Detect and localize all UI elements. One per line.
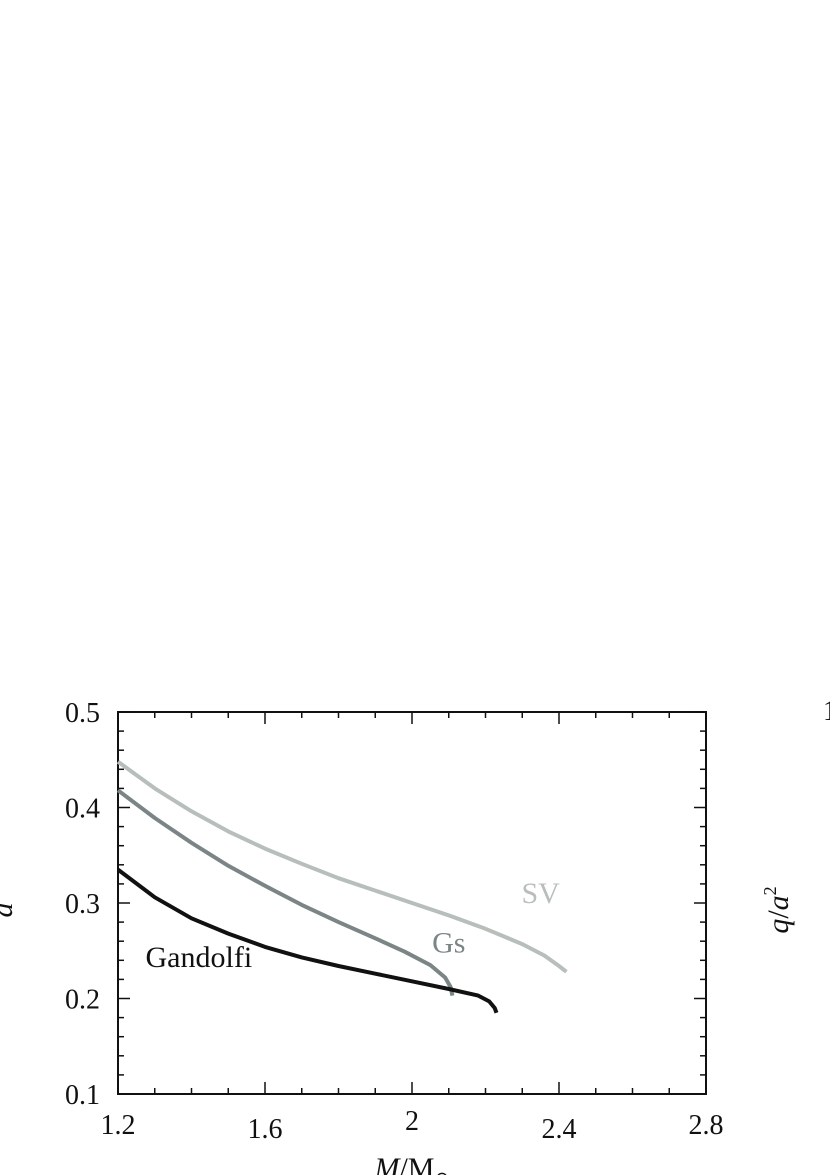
series-label-sv: SV <box>521 877 560 910</box>
y-tick-label: 0.4 <box>65 794 100 825</box>
axis-ticks <box>117 711 707 1095</box>
x-axis-label: M/M⊙ <box>373 1152 449 1175</box>
x-axis-label-sep: / <box>399 1152 408 1175</box>
series-label-gs: Gs <box>432 927 465 960</box>
right-panel-y-label-q: q <box>762 919 795 934</box>
y-tick-label: 0.2 <box>65 985 100 1016</box>
x-tick-label: 1.2 <box>101 1110 136 1141</box>
series-line-gs <box>116 788 455 997</box>
y-axis-label: a <box>0 903 19 918</box>
right-panel-tick-fragment: 1 <box>823 696 830 727</box>
right-panel-y-label-sep: / <box>762 910 795 919</box>
x-axis-label-sub: ⊙ <box>434 1168 449 1175</box>
series-label-gandolfi: Gandolfi <box>146 941 253 974</box>
x-tick-label: 1.6 <box>248 1114 283 1145</box>
labels: 1.2 1.6 2 2.4 2.8 0.1 0.2 0.3 0.4 0.5 SV Gs Gandolfi… <box>0 696 830 1175</box>
x-tick-label: 2.8 <box>689 1110 724 1141</box>
series-group <box>116 760 568 1014</box>
x-tick-label: 2 <box>405 1106 419 1137</box>
y-tick-label: 0.3 <box>65 889 100 920</box>
x-tick-label: 2.4 <box>542 1114 577 1145</box>
series-line-sv <box>116 760 568 974</box>
x-axis-label-unit: M <box>408 1152 435 1175</box>
right-panel-y-label-exp: 2 <box>760 886 780 895</box>
right-panel-y-label: q/a2 <box>760 886 795 933</box>
y-tick-label: 0.5 <box>65 698 100 729</box>
series-line-gandolfi <box>116 868 499 1014</box>
y-tick-label: 0.1 <box>65 1080 100 1111</box>
right-panel-y-label-a: a <box>762 895 795 910</box>
x-axis-label-var: M <box>373 1152 401 1175</box>
